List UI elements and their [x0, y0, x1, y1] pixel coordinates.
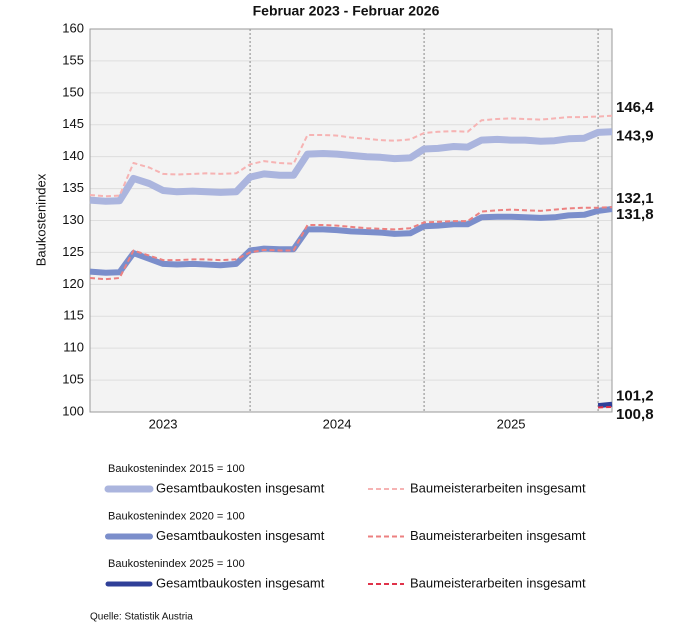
legend-label: Baumeisterarbeiten insgesamt	[410, 575, 586, 590]
plot-frame	[89, 28, 613, 413]
y-tick-label: 140	[62, 148, 84, 163]
y-axis-title: Baukostenindex	[33, 173, 48, 266]
y-tick-label: 160	[62, 20, 84, 35]
y-tick-label: 155	[62, 52, 84, 67]
y-tick-label: 100	[62, 403, 84, 418]
y-tick-label: 105	[62, 372, 84, 387]
series-line	[89, 128, 613, 205]
series-line	[598, 405, 613, 409]
value-label: 100,8	[616, 406, 654, 423]
series-line	[89, 206, 613, 276]
legend-label: Baumeisterarbeiten insgesamt	[410, 480, 586, 495]
y-tick-label: 120	[62, 276, 84, 291]
source: Quelle: Statistik Austria	[90, 612, 193, 623]
value-label: 101,2	[616, 387, 654, 404]
x-tick-label: 2025	[497, 416, 526, 431]
legend-group-title: Baukostenindex 2020 = 100	[108, 510, 245, 522]
y-tick-label: 115	[63, 308, 84, 323]
value-label: 131,8	[616, 206, 654, 223]
legend-label: Gesamtbaukosten insgesamt	[156, 575, 325, 590]
y-tick-label: 130	[62, 212, 84, 227]
legend-group-title: Baukostenindex 2025 = 100	[108, 558, 245, 570]
y-tick-label: 110	[63, 340, 84, 355]
value-label: 132,1	[616, 190, 654, 207]
value-label: 143,9	[616, 128, 654, 145]
y-tick-label: 150	[62, 84, 84, 99]
y-tick-label: 125	[62, 244, 84, 259]
chart-title: Februar 2023 - Februar 2026	[253, 3, 440, 19]
legend-group-title: Baukostenindex 2015 = 100	[108, 463, 245, 475]
legend-label: Gesamtbaukosten insgesamt	[156, 528, 325, 543]
y-tick-label: 145	[62, 116, 84, 131]
x-tick-label: 2023	[149, 416, 178, 431]
series-line	[89, 206, 613, 281]
series-line	[89, 114, 613, 198]
y-tick-label: 135	[62, 180, 84, 195]
legend-label: Gesamtbaukosten insgesamt	[156, 480, 325, 495]
x-tick-label: 2024	[323, 416, 352, 431]
value-label: 146,4	[616, 99, 654, 116]
series-line	[597, 401, 613, 409]
legend-label: Baumeisterarbeiten insgesamt	[410, 528, 586, 543]
